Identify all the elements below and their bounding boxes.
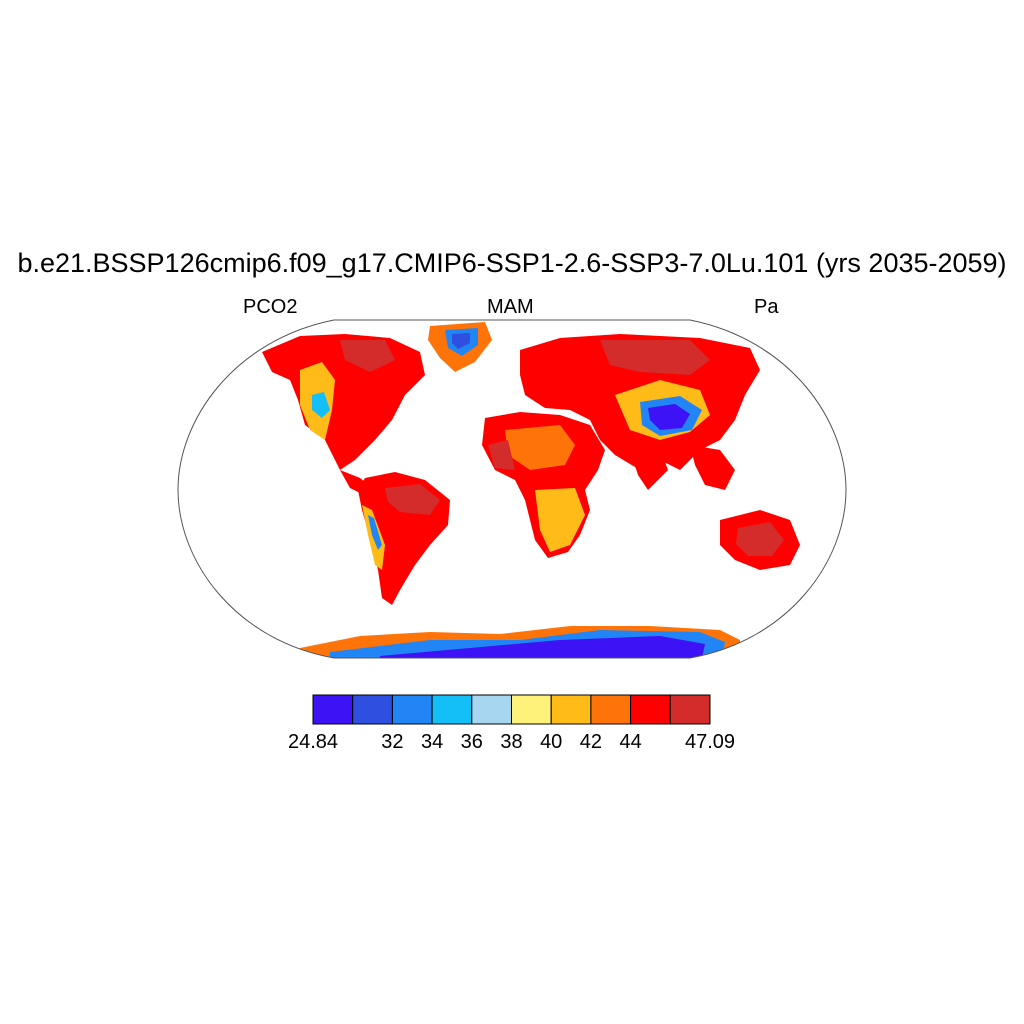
colorbar-tick-label: 32 [381, 731, 404, 753]
map-land [262, 322, 800, 658]
colorbar-swatch [669, 694, 711, 725]
africa-interior [505, 425, 575, 470]
north-america [262, 334, 425, 470]
colorbar-tick-label: 44 [619, 731, 642, 753]
andes-cool [368, 515, 382, 550]
sahara-high [488, 440, 515, 470]
colorbar-swatch [590, 694, 632, 725]
colorbar-swatch [630, 694, 671, 725]
tibet-cold [648, 404, 690, 430]
season-label: MAM [487, 296, 534, 318]
variable-label: PCO2 [243, 296, 298, 318]
colorbar-tick-label: 34 [420, 731, 444, 753]
canada-high [340, 340, 395, 372]
australia-interior [736, 522, 784, 556]
antarctica-ice-core [380, 636, 705, 658]
map-border [177, 319, 847, 659]
colorbar [312, 694, 711, 725]
colorbar-tick-label: 24.84 [287, 731, 339, 753]
siberia-high [600, 340, 710, 375]
rockies-cool [312, 392, 330, 418]
india [630, 448, 668, 490]
colorbar-tick-label: 47.09 [684, 731, 736, 753]
colorbar-tick-label: 40 [540, 731, 563, 753]
plot-title: b.e21.BSSP126cmip6.f09_g17.CMIP6-SSP1-2.… [17, 248, 1007, 278]
colorbar-swatch [312, 694, 354, 725]
southeast-asia [690, 445, 735, 490]
colorbar-swatch [431, 694, 473, 725]
colorbar-swatch [471, 694, 512, 725]
units-label: Pa [754, 296, 779, 318]
colorbar-tick-label: 42 [579, 731, 603, 753]
colorbar-swatch [391, 694, 433, 725]
africa-south [535, 488, 585, 552]
amazon-high [385, 484, 440, 515]
colorbar-swatch [511, 694, 552, 725]
colorbar-tick-label: 38 [500, 731, 523, 753]
greenland-ice-core [452, 333, 470, 349]
colorbar-tick-label: 36 [460, 731, 483, 753]
colorbar-swatch [550, 694, 592, 725]
colorbar-swatch [352, 694, 393, 725]
